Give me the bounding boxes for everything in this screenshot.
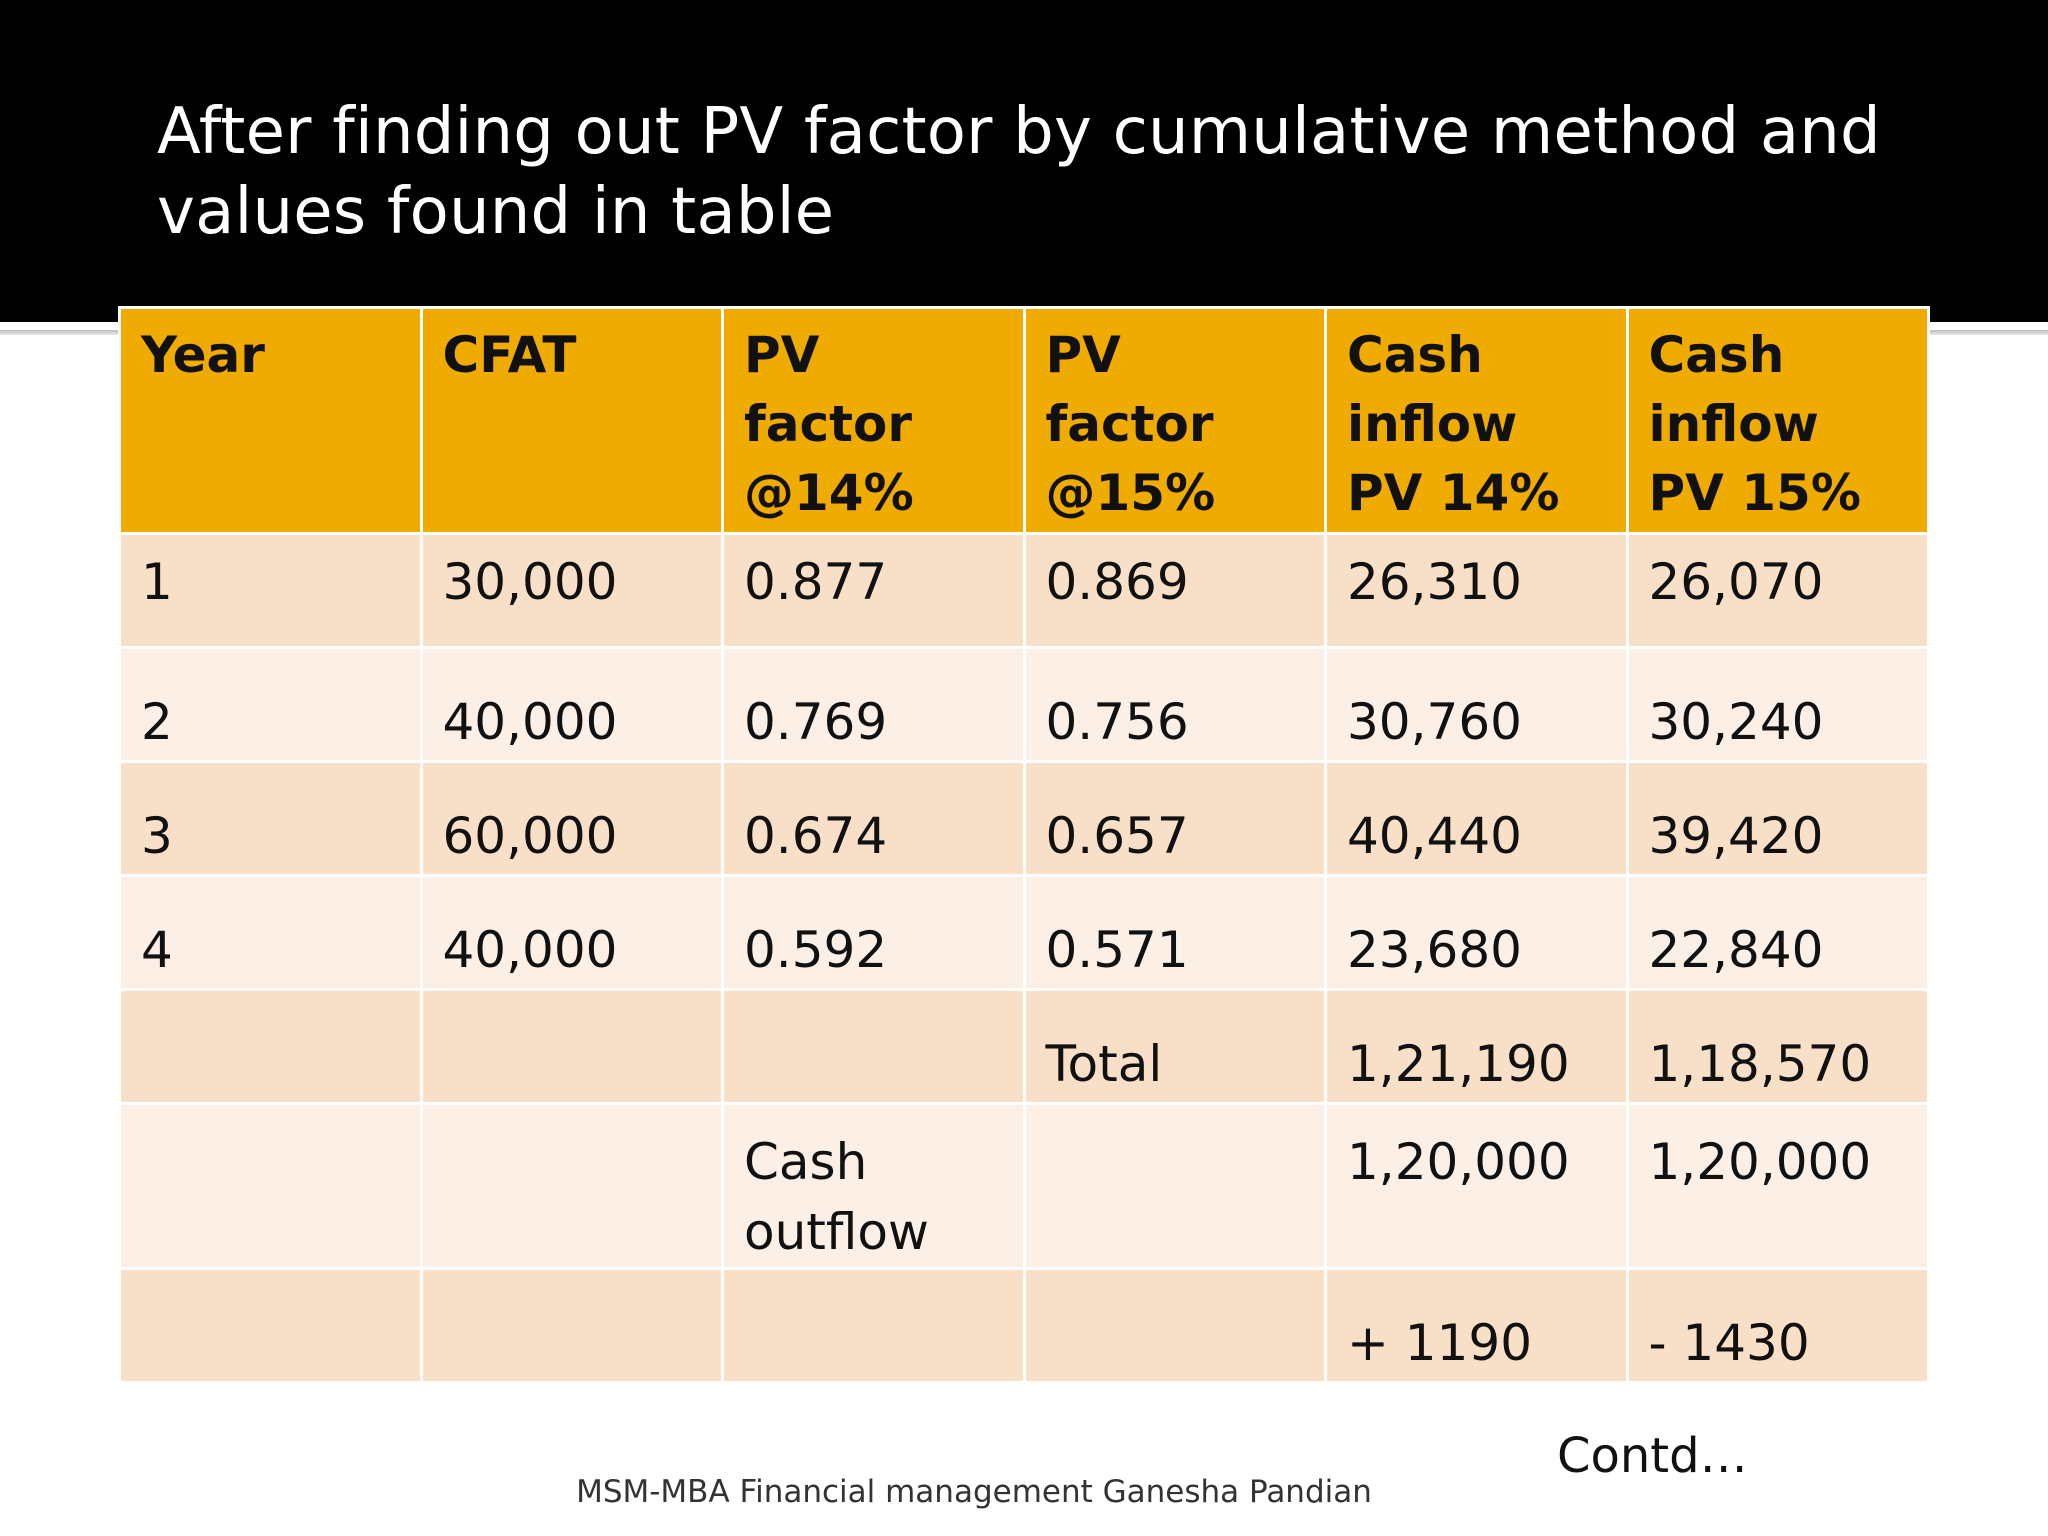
table-cell: 0.769 bbox=[721, 646, 1026, 763]
contd-text: Contd… bbox=[1557, 1428, 1748, 1484]
table-cell bbox=[419, 1267, 724, 1384]
table-cell: 1,18,570 bbox=[1625, 988, 1930, 1105]
table-cell: 0.756 bbox=[1022, 646, 1327, 763]
table-cell: 3 bbox=[118, 760, 423, 877]
table-cell: 26,310 bbox=[1324, 532, 1629, 649]
table-cell bbox=[118, 988, 423, 1105]
table-cell: 1,20,000 bbox=[1324, 1102, 1629, 1270]
table-cell: 30,760 bbox=[1324, 646, 1629, 763]
table-cell: 0.657 bbox=[1022, 760, 1327, 877]
table-cell bbox=[419, 988, 724, 1105]
footer-text: MSM-MBA Financial management Ganesha Pan… bbox=[576, 1474, 1372, 1510]
table-cell: 0.571 bbox=[1022, 874, 1327, 991]
table-cell bbox=[721, 988, 1026, 1105]
table-cell: 0.869 bbox=[1022, 532, 1327, 649]
table-cell: 1 bbox=[118, 532, 423, 649]
table-row: 3 60,000 0.674 0.657 40,440 39,420 bbox=[118, 760, 1930, 877]
header-year: Year bbox=[118, 306, 423, 535]
cash-outflow-label: Cash outflow bbox=[721, 1102, 1026, 1270]
table-cell: 2 bbox=[118, 646, 423, 763]
table-cell bbox=[721, 1267, 1026, 1384]
total-label: Total bbox=[1022, 988, 1327, 1105]
table-cell: 60,000 bbox=[419, 760, 724, 877]
slide-title: After finding out PV factor by cumulativ… bbox=[157, 95, 1881, 249]
table-header-row: Year CFAT PV factor @14% PV factor @15% … bbox=[118, 306, 1930, 535]
table-cell: + 1190 bbox=[1324, 1267, 1629, 1384]
table-cell: 39,420 bbox=[1625, 760, 1930, 877]
table-cell: 40,440 bbox=[1324, 760, 1629, 877]
table-cell: 1,21,190 bbox=[1324, 988, 1629, 1105]
header-cash-inflow-pv-15: Cash inflow PV 15% bbox=[1625, 306, 1930, 535]
header-pv-factor-14: PV factor @14% bbox=[721, 306, 1026, 535]
table-row: 1 30,000 0.877 0.869 26,310 26,070 bbox=[118, 532, 1930, 649]
table-cell: 0.877 bbox=[721, 532, 1026, 649]
table-row-total: Total 1,21,190 1,18,570 bbox=[118, 988, 1930, 1105]
table-row-cash-outflow: Cash outflow 1,20,000 1,20,000 bbox=[118, 1102, 1930, 1270]
table-cell: 40,000 bbox=[419, 646, 724, 763]
header-cash-inflow-pv-14: Cash inflow PV 14% bbox=[1324, 306, 1629, 535]
table-cell: 26,070 bbox=[1625, 532, 1930, 649]
pv-table: Year CFAT PV factor @14% PV factor @15% … bbox=[118, 306, 1930, 1384]
header-cfat: CFAT bbox=[419, 306, 724, 535]
table-cell: 30,000 bbox=[419, 532, 724, 649]
table-row: 4 40,000 0.592 0.571 23,680 22,840 bbox=[118, 874, 1930, 991]
table-cell bbox=[1022, 1102, 1327, 1270]
table-cell bbox=[1022, 1267, 1327, 1384]
header-pv-factor-15: PV factor @15% bbox=[1022, 306, 1327, 535]
table-cell: 0.674 bbox=[721, 760, 1026, 877]
table-cell: 1,20,000 bbox=[1625, 1102, 1930, 1270]
table-row: 2 40,000 0.769 0.756 30,760 30,240 bbox=[118, 646, 1930, 763]
table-cell: 30,240 bbox=[1625, 646, 1930, 763]
table-cell: 40,000 bbox=[419, 874, 724, 991]
title-band bbox=[0, 0, 2048, 322]
table-cell: 22,840 bbox=[1625, 874, 1930, 991]
table-cell: 23,680 bbox=[1324, 874, 1629, 991]
table-cell bbox=[419, 1102, 724, 1270]
table-cell bbox=[118, 1102, 423, 1270]
table-cell: 0.592 bbox=[721, 874, 1026, 991]
table-cell: - 1430 bbox=[1625, 1267, 1930, 1384]
table-row-difference: + 1190 - 1430 bbox=[118, 1267, 1930, 1384]
table-cell: 4 bbox=[118, 874, 423, 991]
table-cell bbox=[118, 1267, 423, 1384]
